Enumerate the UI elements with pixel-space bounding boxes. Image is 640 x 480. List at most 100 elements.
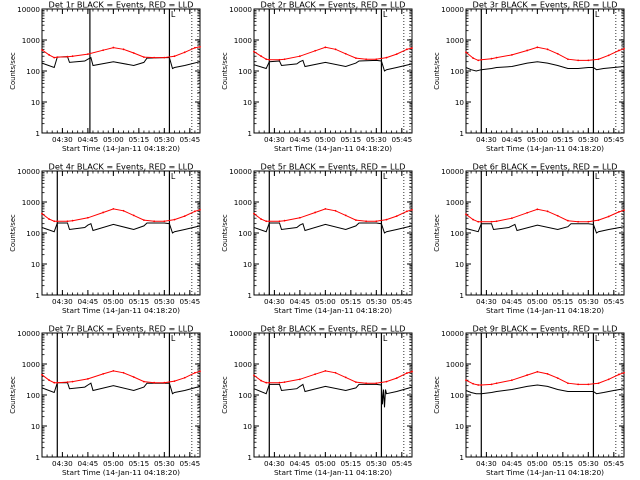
series-point-lld <box>283 58 286 61</box>
x-tick-label: 04:30 <box>264 459 285 468</box>
x-tick-label: 05:45 <box>179 297 200 306</box>
series-point-lld <box>173 218 176 221</box>
series-point-lld <box>411 370 413 373</box>
series-point-lld <box>344 376 347 379</box>
x-tick-label: 05:00 <box>527 297 548 306</box>
series-point-lld <box>66 381 69 384</box>
plot-frame <box>253 170 413 296</box>
series-point-lld <box>480 58 483 61</box>
series-point-lld <box>283 381 286 384</box>
flag-label: L <box>383 172 388 181</box>
flag-label: L <box>383 10 388 19</box>
series-point-lld <box>56 56 59 59</box>
x-tick-label: 05:45 <box>179 459 200 468</box>
series-point-lld <box>48 379 51 382</box>
y-tick-label: 10000 <box>229 5 252 14</box>
series-point-lld <box>194 371 196 374</box>
series-point-lld <box>143 56 145 59</box>
plot-panel-7: Det 7r BLACK = Events, RED = LLD 1 10 100 10… <box>9 324 201 477</box>
series-point-lld <box>334 209 337 212</box>
y-tick-label: 10000 <box>441 5 464 14</box>
x-tick-label: 05:30 <box>154 135 175 144</box>
series-point-lld <box>278 58 281 61</box>
series-point-lld <box>163 220 166 223</box>
series-point-lld <box>122 371 125 374</box>
series-point-lld <box>265 220 268 223</box>
series-point-lld <box>406 210 408 213</box>
flag-label: L <box>383 334 388 343</box>
series-point-lld <box>495 220 498 223</box>
x-tick-label: 04:45 <box>78 135 99 144</box>
series-line-lld <box>465 46 625 61</box>
series-point-lld <box>334 48 337 51</box>
series-point-lld <box>314 211 317 214</box>
x-tick-label: 04:30 <box>264 297 285 306</box>
y-tick-label: 10000 <box>17 5 40 14</box>
series-point-lld <box>510 379 513 382</box>
x-tick-label: 05:00 <box>103 135 124 144</box>
series-point-lld <box>324 46 327 49</box>
y-axis-label: Counts/sec <box>221 52 229 90</box>
x-tick-label: 04:45 <box>78 459 99 468</box>
x-tick-label: 04:45 <box>290 135 311 144</box>
y-tick-label: 1000 <box>234 36 253 45</box>
series-point-lld <box>556 52 559 55</box>
x-tick-label: 05:15 <box>552 459 573 468</box>
series-point-lld <box>567 219 569 222</box>
plot-frame <box>41 332 201 458</box>
series-point-lld <box>556 377 559 380</box>
y-tick-label: 1 <box>247 129 252 138</box>
x-axis-label: Start Time (14-Jan-11 04:18:20) <box>486 306 604 315</box>
y-tick-label: 100 <box>26 229 40 238</box>
series-point-lld <box>546 48 549 51</box>
series-point-lld <box>526 49 529 52</box>
series-point-lld <box>465 51 467 54</box>
series-point-lld <box>577 220 580 223</box>
y-tick-label: 100 <box>26 67 40 76</box>
series-point-lld <box>480 220 483 223</box>
series-point-lld <box>268 58 271 61</box>
series-line-lld <box>41 46 201 59</box>
x-tick-label: 04:30 <box>264 135 285 144</box>
series-point-lld <box>143 380 145 383</box>
series-point-lld <box>587 383 590 386</box>
plot-title: Det 7r BLACK = Events, RED = LLD <box>49 324 194 334</box>
plot-title: Det 2r BLACK = Events, RED = LLD <box>261 0 406 10</box>
series-point-lld <box>48 218 51 221</box>
x-axis-label: Start Time (14-Jan-11 04:18:20) <box>274 306 392 315</box>
plot-frame <box>41 8 201 134</box>
x-tick-label: 05:30 <box>366 459 387 468</box>
x-axis-label: Start Time (14-Jan-11 04:18:20) <box>486 144 604 153</box>
y-tick-label: 10000 <box>229 167 252 176</box>
y-tick-label: 10 <box>243 260 253 269</box>
series-point-lld <box>324 207 327 210</box>
series-point-lld <box>375 220 378 223</box>
y-axis-label: Counts/sec <box>433 52 441 90</box>
series-line-events <box>41 56 201 70</box>
y-axis-label: Counts/sec <box>9 52 17 90</box>
series-point-lld <box>53 381 56 384</box>
x-tick-label: 04:30 <box>476 135 497 144</box>
x-tick-label: 05:00 <box>315 459 336 468</box>
series-line-events <box>41 222 201 234</box>
y-tick-label: 1000 <box>22 36 41 45</box>
x-tick-label: 04:45 <box>502 459 523 468</box>
x-tick-label: 05:30 <box>154 459 175 468</box>
x-tick-label: 05:45 <box>603 135 624 144</box>
y-tick-label: 1000 <box>22 360 41 369</box>
series-point-lld <box>375 382 378 385</box>
series-line-lld <box>253 208 413 222</box>
series-point-lld <box>278 220 281 223</box>
series-point-lld <box>597 382 600 385</box>
plot-panel-3: Det 3r BLACK = Events, RED = LLD 1 10 100 10… <box>433 0 625 153</box>
plot-panel-9: Det 9r BLACK = Events, RED = LLD 1 10 100 10… <box>433 324 625 477</box>
x-tick-label: 05:15 <box>340 297 361 306</box>
x-tick-label: 04:45 <box>290 459 311 468</box>
series-point-lld <box>194 46 196 49</box>
x-tick-label: 05:15 <box>552 297 573 306</box>
y-tick-label: 100 <box>26 391 40 400</box>
series-point-lld <box>122 48 125 51</box>
x-tick-label: 05:00 <box>315 135 336 144</box>
plot-frame <box>41 170 201 296</box>
series-point-lld <box>199 208 201 211</box>
